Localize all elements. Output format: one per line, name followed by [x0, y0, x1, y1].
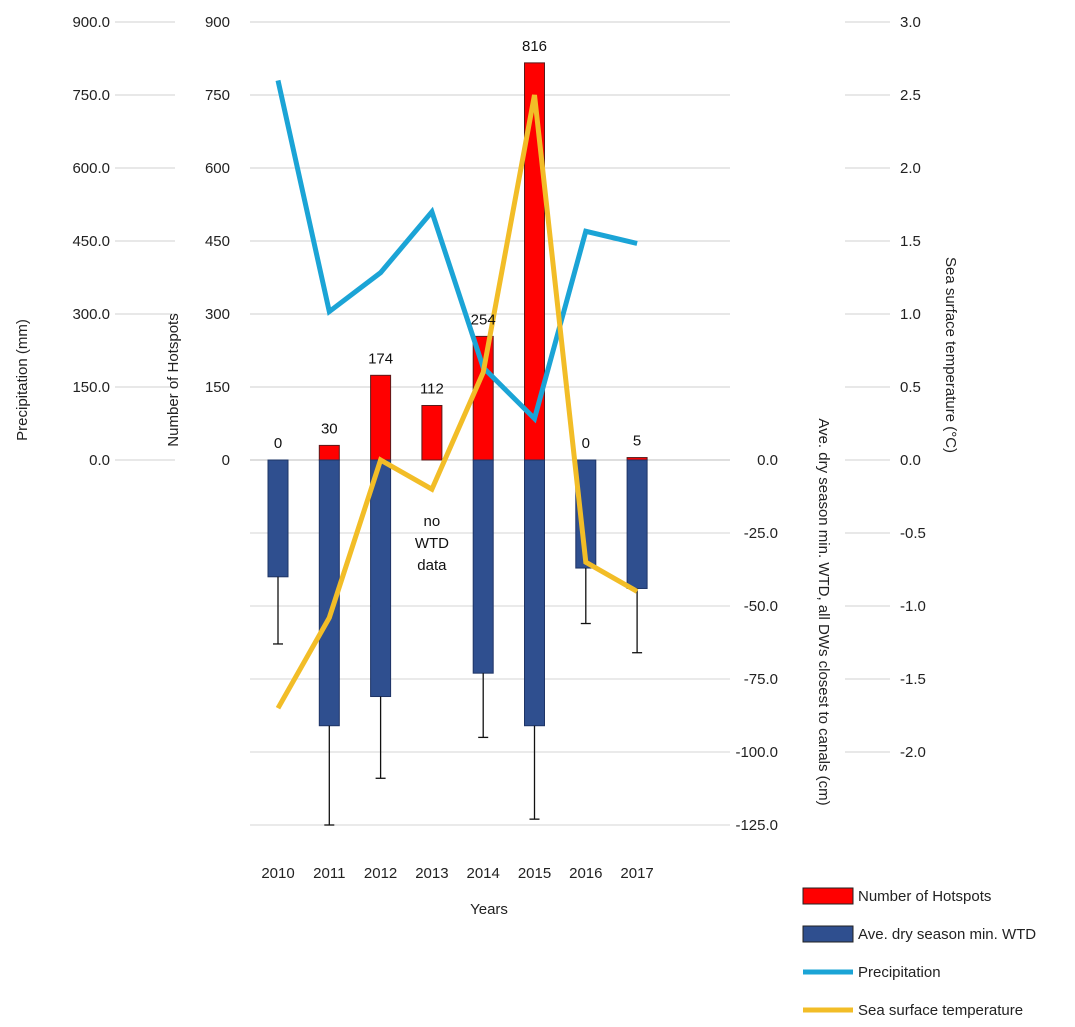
- wtd-axis-title: Ave. dry season min. WTD, all DWs closes…: [815, 418, 832, 805]
- legend-label: Ave. dry season min. WTD: [858, 926, 1036, 943]
- x-tick-label: 2013: [415, 865, 448, 882]
- wtd-tick-label: -50.0: [744, 598, 778, 615]
- precip-tick-label: 600.0: [72, 160, 110, 177]
- hotspot-bar: [370, 374, 392, 461]
- x-tick-label: 2016: [569, 865, 602, 882]
- labels: 0.0150.0300.0450.0600.0750.0900.00150300…: [14, 14, 959, 918]
- hotspot-tick-label: 900: [205, 14, 230, 31]
- hotspot-bar: [472, 335, 494, 461]
- x-axis-title: Years: [470, 901, 508, 918]
- hotspot-tick-label: 0: [222, 452, 230, 469]
- sst-tick-label: -2.0: [900, 744, 926, 761]
- legend: Number of Hotspots Ave. dry season min. W…: [802, 887, 1036, 1019]
- hotspot-data-label: 30: [321, 420, 338, 437]
- sst-tick-label: 1.0: [900, 306, 921, 323]
- wtd-tick-label: -25.0: [744, 525, 778, 542]
- hotspot-tick-label: 600: [205, 160, 230, 177]
- wtd-tick-label: -75.0: [744, 671, 778, 688]
- sst-tick-label: 2.5: [900, 87, 921, 104]
- hotspot-bar: [421, 404, 443, 461]
- hotspot-data-label: 5: [633, 433, 641, 450]
- hotspot-tick-label: 300: [205, 306, 230, 323]
- x-tick-label: 2015: [518, 865, 551, 882]
- precip-tick-label: 750.0: [72, 87, 110, 104]
- sst-tick-label: -1.5: [900, 671, 926, 688]
- hotspot-axis-title: Number of Hotspots: [165, 313, 182, 446]
- no-wtd-annotation: WTD: [415, 535, 449, 552]
- hotspot-data-label: 112: [420, 380, 444, 397]
- x-tick-label: 2012: [364, 865, 397, 882]
- wtd-tick-label: -125.0: [735, 817, 778, 834]
- legend-swatch: [802, 925, 854, 943]
- sst-tick-label: 1.5: [900, 233, 921, 250]
- sst-tick-label: 2.0: [900, 160, 921, 177]
- hotspot-data-label: 174: [368, 350, 393, 367]
- hotspot-data-label: 816: [522, 38, 547, 55]
- gridlines: [115, 21, 890, 826]
- x-tick-label: 2014: [467, 865, 500, 882]
- hotspot-data-label: 0: [582, 435, 590, 452]
- legend-swatch: [802, 887, 854, 905]
- wtd-bar: [267, 459, 289, 578]
- precip-tick-label: 150.0: [72, 379, 110, 396]
- bars: [267, 62, 648, 826]
- hotspot-tick-label: 750: [205, 87, 230, 104]
- wtd-bar: [370, 459, 392, 698]
- hotspot-bar: [318, 444, 340, 461]
- precip-tick-label: 300.0: [72, 306, 110, 323]
- hotspot-data-label: 0: [274, 435, 282, 452]
- wtd-tick-label: -100.0: [735, 744, 778, 761]
- precip-tick-label: 450.0: [72, 233, 110, 250]
- wtd-tick-label: 0.0: [757, 452, 778, 469]
- lines: [275, 79, 639, 710]
- wtd-bar: [472, 459, 494, 674]
- x-tick-label: 2010: [261, 865, 294, 882]
- precip-tick-label: 900.0: [72, 14, 110, 31]
- precipitation-line: [275, 79, 638, 424]
- hotspot-data-label: 254: [471, 311, 496, 328]
- legend-label: Precipitation: [858, 964, 941, 981]
- no-wtd-annotation: no: [424, 513, 441, 530]
- x-tick-label: 2011: [313, 865, 345, 882]
- x-tick-label: 2017: [620, 865, 653, 882]
- sst-tick-label: -0.5: [900, 525, 926, 542]
- precip-axis-title: Precipitation (mm): [14, 319, 31, 441]
- no-wtd-annotation: data: [417, 557, 447, 574]
- sst-tick-label: -1.0: [900, 598, 926, 615]
- hotspot-tick-label: 450: [205, 233, 230, 250]
- wtd-bar: [524, 459, 545, 727]
- legend-label: Number of Hotspots: [858, 888, 991, 905]
- sst-line: [275, 94, 639, 710]
- sst-tick-label: 0.5: [900, 379, 921, 396]
- hotspot-tick-label: 150: [205, 379, 230, 396]
- sst-axis-title: Sea surface temperature (°C): [942, 257, 959, 453]
- sst-tick-label: 0.0: [900, 452, 921, 469]
- sst-tick-label: 3.0: [900, 14, 921, 31]
- precip-tick-label: 0.0: [89, 452, 110, 469]
- legend-label: Sea surface temperature: [858, 1002, 1023, 1019]
- wtd-bar: [626, 459, 648, 589]
